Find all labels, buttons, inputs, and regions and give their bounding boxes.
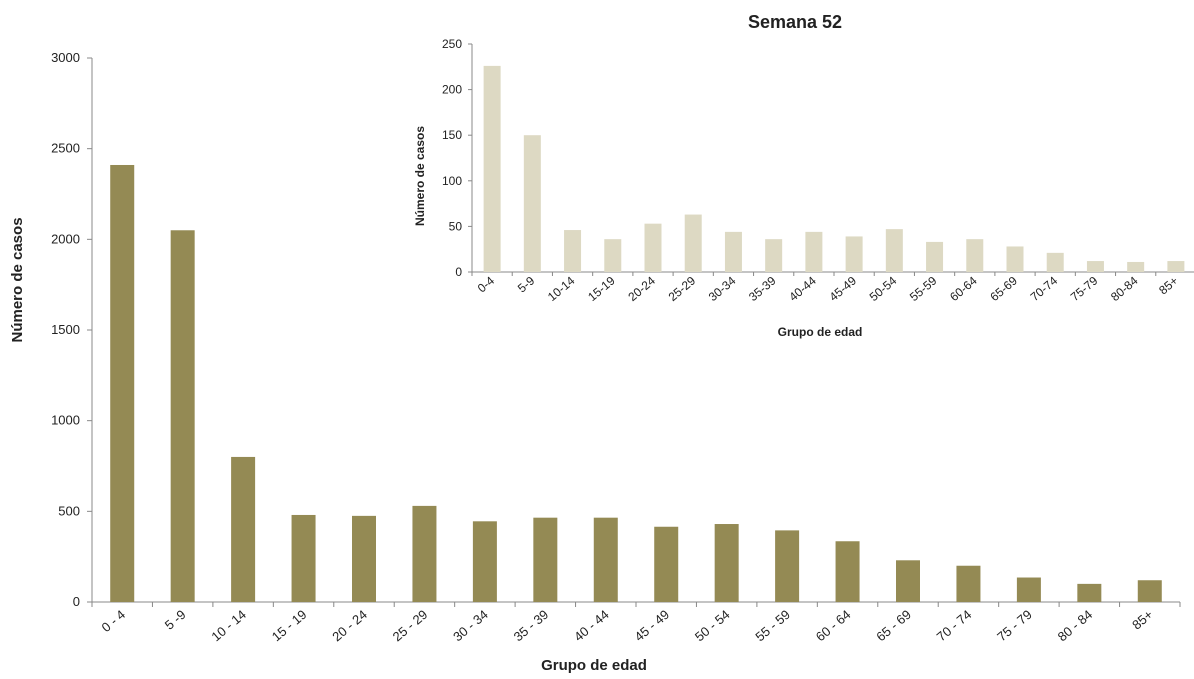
inset-x-axis-title: Grupo de edad xyxy=(778,325,863,339)
inset-bar xyxy=(483,65,501,272)
main-bar xyxy=(472,521,497,602)
inset-bar xyxy=(885,229,903,272)
main-x-tick-label: 65 - 69 xyxy=(873,607,914,645)
inset-bar xyxy=(805,231,823,272)
inset-x-tick-label: 55-59 xyxy=(907,273,940,304)
inset-bar xyxy=(684,214,702,272)
main-bar xyxy=(956,565,981,602)
inset-x-tick-label: 10-14 xyxy=(545,273,578,304)
main-bar xyxy=(291,514,316,602)
inset-bar xyxy=(926,241,944,272)
main-x-axis-title: Grupo de edad xyxy=(541,657,647,674)
main-y-axis-title: Número de casos xyxy=(9,217,26,342)
inset-bar xyxy=(1167,261,1185,272)
inset-bar xyxy=(523,135,541,272)
main-x-tick-label: 30 - 34 xyxy=(450,607,491,645)
inset-x-tick-label: 85+ xyxy=(1156,274,1181,298)
main-bar xyxy=(896,560,920,602)
main-bar xyxy=(231,456,256,602)
inset-bar xyxy=(1127,261,1145,272)
inset-bar xyxy=(724,231,742,272)
main-y-tick-label: 2500 xyxy=(51,141,80,156)
inset-x-tick-label: 60-64 xyxy=(947,273,980,304)
inset-y-tick-label: 100 xyxy=(442,174,462,188)
main-bar xyxy=(110,164,135,602)
inset-x-tick-label: 75-79 xyxy=(1068,273,1101,304)
main-x-tick-label: 0 - 4 xyxy=(99,607,129,635)
inset-x-tick-label: 25-29 xyxy=(666,273,699,304)
main-bar xyxy=(714,524,739,602)
inset-x-tick-label: 15-19 xyxy=(585,273,618,304)
inset-bar xyxy=(1046,252,1064,272)
main-x-tick-label: 35 - 39 xyxy=(511,607,552,645)
inset-y-tick-label: 250 xyxy=(442,37,462,51)
inset-y-tick-label: 150 xyxy=(442,128,462,142)
main-bar xyxy=(1137,580,1162,602)
main-x-tick-label: 60 - 64 xyxy=(813,607,854,645)
main-x-tick-label: 85+ xyxy=(1129,607,1156,633)
main-bar xyxy=(775,530,800,602)
main-x-tick-label: 45 - 49 xyxy=(631,607,672,645)
main-bar xyxy=(1077,583,1102,602)
main-bar xyxy=(593,517,618,602)
inset-x-tick-label: 80-84 xyxy=(1108,273,1141,304)
main-bar xyxy=(352,515,376,602)
main-y-tick-label: 1000 xyxy=(51,413,80,428)
inset-bar xyxy=(845,236,863,272)
main-x-tick-label: 10 - 14 xyxy=(208,607,249,645)
inset-x-tick-label: 0-4 xyxy=(475,273,498,295)
main-bar xyxy=(654,526,679,602)
main-x-tick-label: 25 - 29 xyxy=(390,607,431,645)
inset-x-tick-label: 30-34 xyxy=(706,273,739,304)
inset-bar xyxy=(644,223,662,272)
main-x-tick-label: 5 -9 xyxy=(162,607,189,633)
inset-y-tick-label: 0 xyxy=(455,265,462,279)
main-x-tick-label: 50 - 54 xyxy=(692,607,733,645)
inset-bar xyxy=(966,239,984,272)
inset-bar xyxy=(765,239,783,272)
main-bar xyxy=(170,230,195,602)
main-bar xyxy=(412,505,437,602)
main-y-tick-label: 500 xyxy=(58,503,80,518)
main-y-tick-label: 0 xyxy=(73,594,80,609)
inset-y-tick-label: 50 xyxy=(449,219,463,233)
main-x-tick-label: 20 - 24 xyxy=(329,607,370,645)
inset-x-tick-label: 65-69 xyxy=(987,273,1020,304)
main-y-tick-label: 2000 xyxy=(51,231,80,246)
main-x-tick-label: 15 - 19 xyxy=(269,607,310,645)
inset-x-tick-label: 35-39 xyxy=(746,273,779,304)
main-y-tick-label: 3000 xyxy=(51,50,80,65)
main-x-tick-label: 40 - 44 xyxy=(571,607,612,645)
main-bar xyxy=(835,541,860,602)
main-bar xyxy=(1016,577,1041,602)
inset-y-axis-title: Número de casos xyxy=(413,126,427,226)
inset-x-tick-label: 45-49 xyxy=(827,273,860,304)
inset-bar xyxy=(564,230,582,272)
inset-x-tick-label: 70-74 xyxy=(1028,273,1061,304)
inset-bar xyxy=(604,239,622,272)
inset-x-tick-label: 50-54 xyxy=(867,273,900,304)
inset-bar xyxy=(1086,261,1104,272)
inset-x-tick-label: 5-9 xyxy=(515,273,538,295)
main-x-tick-label: 55 - 59 xyxy=(752,607,793,645)
main-x-tick-label: 80 - 84 xyxy=(1055,607,1096,645)
main-bar xyxy=(533,517,558,602)
inset-y-tick-label: 200 xyxy=(442,83,462,97)
inset-title: Semana 52 xyxy=(748,12,842,32)
inset-x-tick-label: 20-24 xyxy=(625,273,658,304)
main-x-tick-label: 70 - 74 xyxy=(934,607,975,645)
main-y-tick-label: 1500 xyxy=(51,322,80,337)
inset-x-tick-label: 40-44 xyxy=(786,273,819,304)
main-x-tick-label: 75 - 79 xyxy=(994,607,1035,645)
inset-bar xyxy=(1006,246,1024,272)
